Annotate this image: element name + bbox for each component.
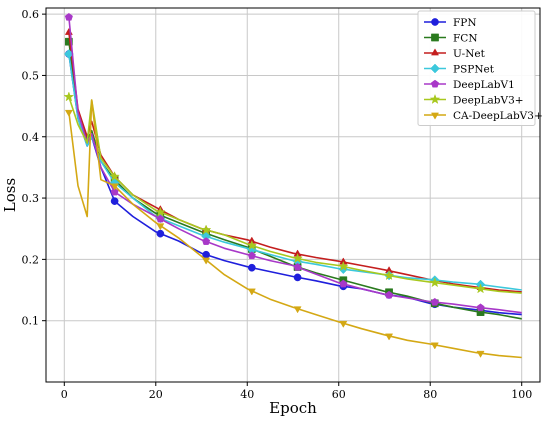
data-point	[247, 263, 256, 272]
data-point	[247, 288, 256, 296]
data-point	[202, 257, 211, 265]
legend-marker	[431, 18, 439, 26]
data-point	[475, 283, 486, 294]
data-point	[200, 224, 212, 235]
legend-marker	[430, 112, 440, 120]
x-tick-label: 40	[240, 388, 254, 401]
x-tick-label: 20	[149, 388, 163, 401]
legend-entry: FPN	[424, 17, 477, 29]
data-point	[476, 350, 485, 358]
legend-marker	[429, 93, 441, 105]
data-point	[384, 290, 394, 299]
legend-marker	[430, 63, 440, 74]
data-point	[202, 237, 211, 245]
data-point	[156, 229, 165, 238]
legend-entry: DeepLabV1	[424, 79, 515, 91]
series-deeplabv3-	[63, 91, 522, 294]
legend-label: DeepLabV3+	[453, 95, 524, 107]
legend-label: FCN	[453, 33, 478, 45]
legend-entry: FCN	[424, 33, 478, 45]
data-point	[383, 269, 395, 281]
legend-entry: PSPNet	[424, 64, 495, 76]
data-point	[293, 273, 302, 282]
data-point	[64, 109, 73, 117]
y-tick-label: 0.4	[22, 131, 40, 144]
x-tick-label: 0	[61, 388, 68, 401]
data-point	[156, 223, 165, 231]
x-tick-label: 80	[423, 388, 437, 401]
legend: FPN FCN U-Net PSPNet DeepLabV1 DeepLabV3+ CA-D…	[417, 10, 543, 126]
data-point	[63, 91, 75, 102]
data-point	[476, 303, 485, 312]
data-point	[110, 197, 119, 205]
data-point	[64, 12, 73, 21]
legend-marker	[430, 79, 440, 88]
x-tick-label: 100	[511, 388, 532, 401]
legend-label: FPN	[453, 17, 477, 29]
data-point	[109, 171, 120, 182]
data-point	[430, 297, 439, 306]
y-axis: 0.1 0.2 0.3 0.4 0.5 0.6	[22, 8, 46, 328]
x-axis: 0 20 40 60 80 100	[61, 382, 532, 401]
y-tick-label: 0.3	[22, 192, 40, 205]
data-point	[247, 251, 256, 260]
y-tick-label: 0.2	[22, 253, 40, 266]
data-point	[430, 342, 439, 350]
data-point	[110, 187, 119, 196]
data-point	[293, 262, 302, 271]
legend-entry: CA-DeepLabV3+	[424, 110, 543, 122]
data-point	[64, 27, 73, 35]
data-point	[110, 183, 119, 191]
legend-label: DeepLabV1	[453, 79, 515, 91]
data-point	[156, 214, 165, 223]
data-point	[155, 206, 166, 217]
y-tick-label: 0.1	[22, 315, 40, 328]
legend-label: U-Net	[453, 48, 486, 60]
legend-marker	[431, 33, 439, 42]
data-point	[339, 279, 348, 288]
data-point	[339, 320, 348, 328]
plot-frame	[45, 7, 541, 383]
data-point	[246, 239, 258, 251]
data-point	[429, 277, 441, 288]
y-tick-label: 0.6	[22, 8, 40, 21]
x-axis-label: Epoch	[269, 399, 317, 417]
legend-entry: U-Net	[424, 48, 486, 60]
data-point	[292, 252, 303, 264]
y-tick-label: 0.5	[22, 69, 40, 82]
legend-label: CA-DeepLabV3+	[453, 110, 543, 122]
data-point	[385, 333, 394, 341]
legend-box	[417, 10, 536, 126]
legend-entry: DeepLabV3+	[424, 93, 524, 107]
data-point	[337, 260, 349, 272]
legend-label: PSPNet	[453, 64, 495, 76]
y-axis-label: Loss	[1, 178, 19, 212]
series-ca-deeplabv3-	[64, 99, 522, 359]
series-line	[68, 99, 522, 359]
x-tick-label: 60	[332, 388, 346, 401]
legend-marker	[430, 48, 440, 56]
series-layer	[63, 12, 522, 359]
data-point	[293, 306, 302, 314]
